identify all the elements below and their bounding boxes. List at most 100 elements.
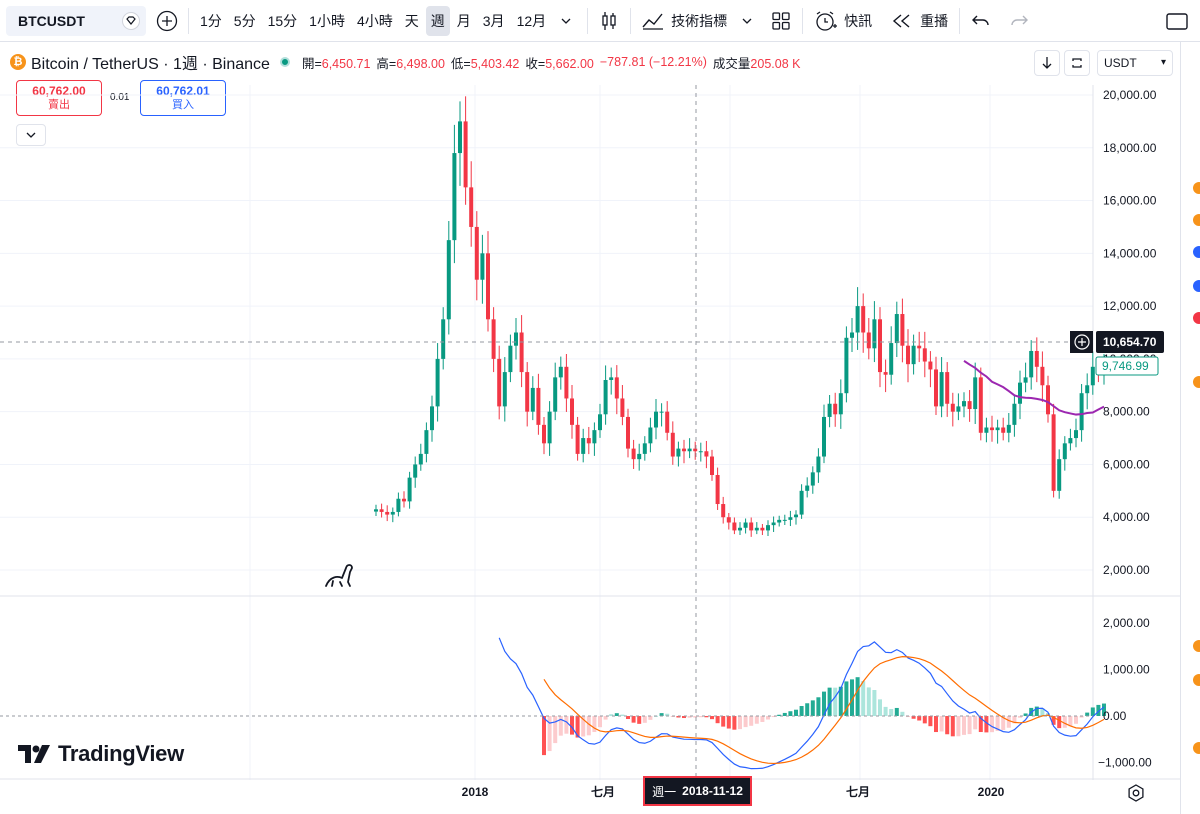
candle-body [749, 522, 754, 531]
candle-body [1040, 366, 1045, 386]
candle-body [446, 240, 451, 320]
interval-dropdown-button[interactable] [551, 6, 581, 36]
symbol-search[interactable]: BTCUSDT [6, 5, 146, 36]
crosshair-price-bg [1096, 331, 1164, 353]
candle-body [620, 398, 625, 417]
chart-settings-button[interactable] [1125, 782, 1147, 804]
macd-histogram-bar [990, 716, 994, 733]
candle-body [978, 377, 983, 433]
macd-histogram-bar [917, 716, 922, 721]
watchlist-coin-icon [1193, 280, 1200, 292]
macd-histogram-bar [749, 716, 754, 726]
interval-1[interactable]: 5分 [233, 12, 256, 29]
candle-body [754, 527, 759, 531]
volume-value: 成交量205.08 K [712, 56, 801, 71]
macd-histogram-bar [816, 697, 821, 716]
legend-collapse-button[interactable] [16, 124, 46, 146]
candle-body [799, 490, 804, 515]
candle-body [637, 453, 642, 460]
macd-histogram-bar [788, 711, 793, 716]
moving-average-line [963, 360, 1105, 416]
macd-histogram-bar [570, 716, 574, 735]
interval-5[interactable]: 天 [404, 12, 419, 29]
macd-histogram-bar [558, 716, 563, 736]
macd-histogram-bar [928, 716, 933, 727]
candle-body [698, 451, 703, 453]
price-tick-label: 16,000.00 [1103, 194, 1157, 208]
replay-button[interactable]: 重播 [887, 6, 953, 36]
candle-body [508, 345, 513, 373]
interval-list: 1分 5分 15分 1小時 4小時天週月 3月 12月 [195, 5, 551, 36]
macd-histogram-bar [710, 716, 714, 720]
candle-body [497, 358, 502, 407]
price-tick-label: 14,000.00 [1103, 246, 1157, 260]
macd-histogram-bar [766, 716, 770, 720]
candle-body [474, 226, 479, 280]
add-symbol-button[interactable] [152, 6, 182, 36]
download-button[interactable] [1034, 50, 1060, 76]
interval-4[interactable]: 4小時 [356, 12, 393, 29]
macd-histogram-bar [956, 716, 961, 737]
candle-body [934, 369, 938, 407]
macd-histogram-bar [894, 707, 899, 716]
macd-histogram-bar [614, 713, 619, 716]
macd-histogram-bar [732, 716, 737, 730]
macd-histogram-bar [984, 716, 989, 733]
candle-body [704, 451, 709, 457]
candle-body [962, 401, 966, 407]
candle-body [614, 377, 619, 399]
candle-body [441, 319, 446, 359]
watchlist-coin-icon [1193, 246, 1200, 258]
macd-histogram-bar [822, 691, 826, 716]
undo-button[interactable] [966, 6, 996, 36]
indicators-dropdown-button[interactable] [732, 6, 762, 36]
macd-histogram-bar [1051, 716, 1056, 725]
watchlist-strip[interactable] [1180, 42, 1200, 814]
price-tick-label: 8,000.00 [1103, 405, 1150, 419]
macd-histogram-bar [794, 709, 798, 716]
alert-button[interactable]: 快訊 [809, 6, 877, 36]
candle-body [1029, 350, 1034, 378]
currency-select[interactable]: USDT ▾ [1097, 50, 1173, 76]
interval-0[interactable]: 1分 [200, 12, 222, 29]
macd-histogram-bar [1040, 708, 1045, 716]
candle-body [950, 403, 955, 412]
candle-body [603, 380, 608, 415]
interval-2[interactable]: 15分 [267, 12, 298, 29]
macd-histogram-bar [978, 716, 983, 733]
interval-9[interactable]: 12月 [516, 12, 547, 29]
macd-histogram-bar [1096, 704, 1101, 716]
screenshot-button[interactable] [1064, 50, 1090, 76]
rewind-icon [893, 13, 910, 28]
candle-body [424, 430, 429, 454]
macd-histogram-bar [805, 703, 810, 716]
chart-type-button[interactable] [594, 6, 624, 36]
interval-7[interactable]: 月 [456, 12, 471, 29]
legend-title[interactable]: Bitcoin / TetherUS · 1週 · Binance [31, 56, 270, 73]
interval-8[interactable]: 3月 [482, 12, 505, 29]
fullscreen-button[interactable] [1162, 6, 1192, 36]
macd-histogram-bar [586, 716, 591, 736]
candle-body [1085, 385, 1090, 394]
candle-body [542, 424, 546, 444]
spread-value: 0.01 [110, 92, 130, 103]
interval-3[interactable]: 1小時 [309, 12, 345, 29]
layout-button[interactable] [766, 6, 796, 36]
brand-text: TradingView [58, 741, 184, 766]
macd-histogram-bar [1046, 713, 1050, 716]
interval-6[interactable]: 週 [425, 5, 450, 36]
macd-histogram-bar [945, 716, 950, 735]
macd-histogram-bar [581, 716, 586, 737]
macd-histogram-bar [1057, 716, 1062, 729]
macd-line [498, 637, 1105, 770]
indicators-button[interactable]: 技術指標 [637, 6, 732, 36]
redo-button[interactable] [1004, 6, 1034, 36]
macd-histogram-bar [1090, 707, 1095, 716]
candle-body [491, 319, 496, 359]
candles-icon [602, 11, 616, 30]
time-tick-label: 2020 [978, 785, 1005, 799]
candle-body [586, 438, 591, 444]
candle-body [1006, 424, 1011, 433]
macd-histogram-bar [687, 716, 692, 718]
